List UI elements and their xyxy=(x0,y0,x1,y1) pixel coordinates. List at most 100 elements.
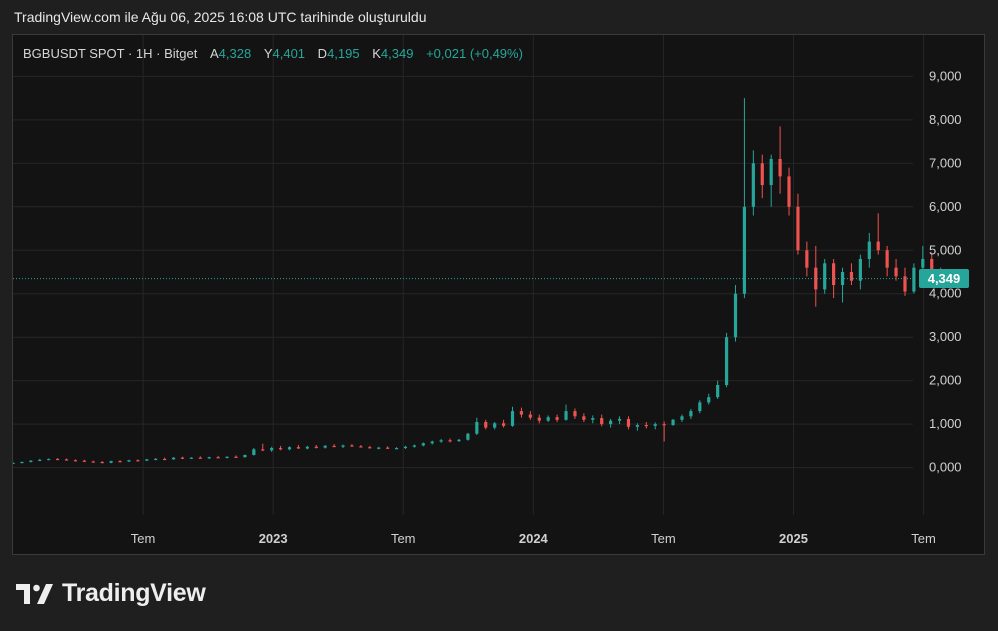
y-tick-label: 6,000 xyxy=(929,199,962,214)
candle-body xyxy=(573,411,577,417)
candle-body xyxy=(29,460,33,462)
candle-body xyxy=(778,158,782,177)
candle-body xyxy=(930,258,934,272)
y-tick-label: 1,000 xyxy=(929,416,962,431)
candle-body xyxy=(484,421,488,428)
candle-body xyxy=(64,459,69,461)
candle-body xyxy=(903,276,907,292)
candle-body xyxy=(296,447,301,449)
candle-body xyxy=(760,163,764,186)
candle-body xyxy=(769,158,773,186)
candle-body xyxy=(136,460,140,462)
candles xyxy=(13,98,952,465)
candle-body xyxy=(359,446,363,448)
candle-body xyxy=(555,417,559,420)
candle-body xyxy=(439,440,443,442)
candle-body xyxy=(314,446,318,448)
candle-body xyxy=(13,462,15,465)
legend-symbol: BGBUSDT SPOT · 1H · Bitget xyxy=(23,46,198,61)
candle-body xyxy=(600,418,604,425)
candle-body xyxy=(394,448,399,450)
candle-body xyxy=(653,424,657,426)
candle-body xyxy=(733,293,738,338)
candle-body xyxy=(189,457,193,459)
legend-open-value: 4,328 xyxy=(218,46,252,61)
candle-body xyxy=(796,206,800,251)
candle-body xyxy=(823,263,827,290)
candle-body xyxy=(118,461,122,463)
candle-body xyxy=(145,459,149,461)
price-chart[interactable]: 0,000 1,000 2,000 3,000 4,000 5,000 6,000 7,000… xyxy=(13,35,985,555)
candle-body xyxy=(270,448,274,451)
candle-body xyxy=(127,460,131,462)
candle-body xyxy=(234,456,238,458)
grid-lines xyxy=(13,35,925,515)
candle-body xyxy=(377,447,381,449)
y-tick-label: 4,000 xyxy=(929,286,962,301)
candle-body xyxy=(448,440,452,442)
candle-body xyxy=(207,457,211,459)
chart-caption: TradingView.com ile Ağu 06, 2025 16:08 U… xyxy=(14,9,427,25)
candle-body xyxy=(261,449,265,451)
tradingview-brand[interactable]: TradingView xyxy=(16,579,206,608)
candle-body xyxy=(243,455,247,458)
candle-body xyxy=(876,241,880,251)
x-tick-label: 2023 xyxy=(259,531,288,546)
candle-body xyxy=(341,445,345,447)
brand-name: TradingView xyxy=(62,579,206,607)
x-tick-label: Tem xyxy=(131,531,156,546)
candle-body xyxy=(724,337,729,386)
candle-body xyxy=(528,414,532,418)
candle-body xyxy=(635,425,639,427)
candle-body xyxy=(698,402,702,412)
candle-body xyxy=(55,458,60,461)
candle-body xyxy=(689,411,693,417)
y-tick-label: 9,000 xyxy=(929,68,962,83)
candle-body xyxy=(163,458,167,461)
x-axis: Tem 2023 Tem 2024 Tem 2025 Tem xyxy=(131,531,936,546)
candle-body xyxy=(198,457,202,459)
ohlc-legend: BGBUSDT SPOT · 1H · Bitget A4,328 Y4,401… xyxy=(23,46,523,61)
candle-body xyxy=(109,461,113,463)
legend-close-label: K xyxy=(372,46,381,61)
candle-body xyxy=(519,411,524,415)
candle-body xyxy=(609,420,613,425)
candle-body xyxy=(421,443,425,446)
x-tick-label: Tem xyxy=(651,531,676,546)
y-tick-label: 0,000 xyxy=(929,460,962,475)
x-tick-label: 2024 xyxy=(519,531,549,546)
candle-body xyxy=(154,458,158,461)
candle-body xyxy=(707,397,711,403)
candle-body xyxy=(350,445,354,447)
candle-body xyxy=(716,385,720,398)
candle-body xyxy=(493,423,497,428)
chart-frame[interactable]: 0,000 1,000 2,000 3,000 4,000 5,000 6,000 7,000… xyxy=(12,34,985,555)
candle-body xyxy=(751,163,755,207)
candle-body xyxy=(787,176,791,207)
legend-high-label: Y xyxy=(263,46,273,61)
x-tick-label: 2025 xyxy=(779,531,808,546)
candle-body xyxy=(885,250,889,268)
candle-body xyxy=(100,461,104,464)
candle-body xyxy=(617,418,622,421)
candle-body xyxy=(332,445,336,448)
candle-body xyxy=(671,419,675,426)
candle-body xyxy=(858,258,862,281)
candle-body xyxy=(626,418,631,427)
y-tick-label: 8,000 xyxy=(929,112,962,127)
candle-body xyxy=(546,417,550,421)
candle-body xyxy=(323,445,327,448)
candle-body xyxy=(894,267,898,277)
y-tick-label: 3,000 xyxy=(929,329,962,344)
candle-body xyxy=(403,446,408,449)
candle-body xyxy=(466,433,470,440)
candle-body xyxy=(287,447,292,450)
candle-body xyxy=(832,263,836,286)
tradingview-logo-icon xyxy=(16,583,53,604)
candle-body xyxy=(742,206,747,294)
y-axis: 0,000 1,000 2,000 3,000 4,000 5,000 6,000 7,000… xyxy=(929,68,962,474)
candle-body xyxy=(912,267,916,292)
candle-body xyxy=(252,449,256,456)
candle-body xyxy=(457,439,461,442)
legend-open-label: A xyxy=(209,46,219,61)
